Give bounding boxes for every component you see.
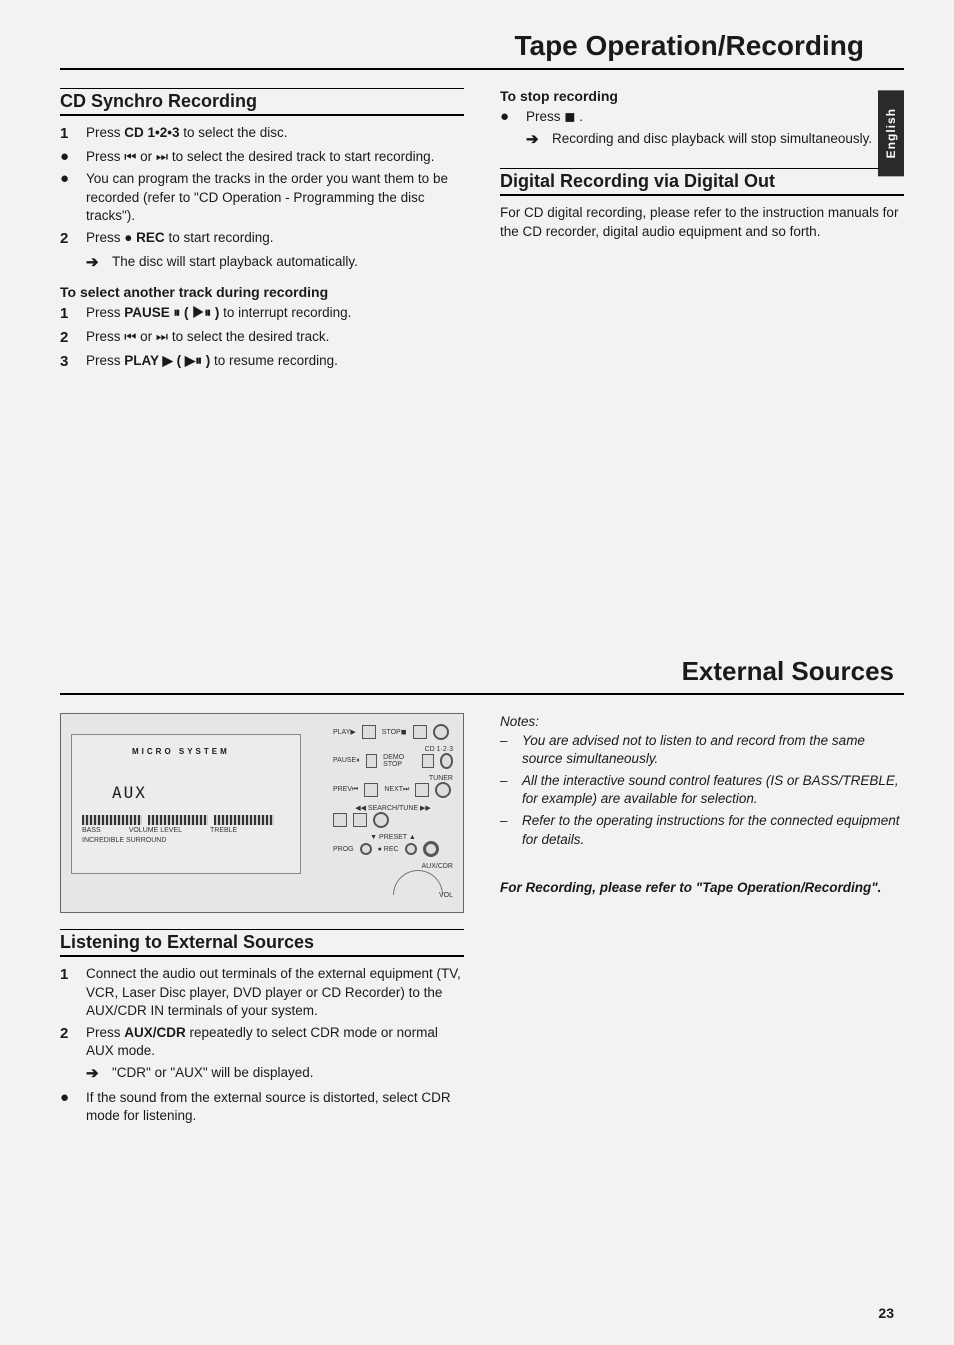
note-item: –All the interactive sound control featu… (500, 772, 904, 808)
step-3b: 3 Press PLAY ▶ ( ▶⏸ ) to resume recordin… (60, 352, 464, 372)
diagram-micro-label: MICRO SYSTEM (132, 747, 230, 756)
bullet: ● You can program the tracks in the orde… (60, 170, 464, 225)
diagram-slider (148, 815, 208, 825)
step-num: 3 (60, 352, 76, 372)
diagram-display: AUX (112, 783, 147, 802)
diagram-slider (214, 815, 274, 825)
result-arrow: ➔ "CDR" or "AUX" will be displayed. (60, 1064, 464, 1084)
step-num: 1 (60, 965, 76, 985)
subhead-select-track: To select another track during recording (60, 284, 464, 300)
bullet-icon: ● (60, 1089, 76, 1107)
step-1c: 1 Connect the audio out terminals of the… (60, 965, 464, 1020)
bullet-icon: ● (60, 148, 76, 166)
page-title-2: External Sources (60, 656, 904, 687)
device-diagram: MICRO SYSTEM AUX BASS VOLUME LEVEL TREBL… (60, 713, 464, 913)
step-2: 2 Press ● REC to start recording. (60, 229, 464, 249)
step-num: 1 (60, 124, 76, 144)
step-2c: 2 Press AUX/CDR repeatedly to select CDR… (60, 1024, 464, 1060)
step-num: 2 (60, 328, 76, 348)
bullet-icon: ● (60, 170, 76, 188)
step-num: 2 (60, 1024, 76, 1044)
paragraph: For CD digital recording, please refer t… (500, 204, 904, 240)
step-2b: 2 Press ⏮ or ⏭ to select the desired tra… (60, 328, 464, 348)
arrow-icon: ➔ (86, 1064, 102, 1084)
step-1b: 1 Press PAUSE ⏸ ( ▶⏸ ) to interrupt reco… (60, 304, 464, 324)
language-tab: English (878, 90, 904, 176)
arrow-icon: ➔ (86, 253, 102, 273)
bullet: ● Press ◼ . (500, 108, 904, 126)
note-item: –Refer to the operating instructions for… (500, 812, 904, 848)
rule-1 (60, 68, 904, 70)
page-number: 23 (878, 1305, 894, 1321)
notes-label: Notes: (500, 713, 904, 731)
step-num: 1 (60, 304, 76, 324)
heading-listening-external: Listening to External Sources (60, 929, 464, 957)
diagram-slider (82, 815, 142, 825)
bullet: ● Press ⏮ or ⏭ to select the desired tra… (60, 148, 464, 166)
step-num: 2 (60, 229, 76, 249)
result-arrow: ➔ Recording and disc playback will stop … (500, 130, 904, 150)
subhead-stop-recording: To stop recording (500, 88, 904, 104)
heading-digital-recording: Digital Recording via Digital Out (500, 168, 904, 196)
step-1: 1 Press CD 1•2•3 to select the disc. (60, 124, 464, 144)
result-arrow: ➔ The disc will start playback automatic… (60, 253, 464, 273)
bullet-icon: ● (500, 108, 516, 126)
recording-reference: For Recording, please refer to "Tape Ope… (500, 879, 904, 897)
arrow-icon: ➔ (526, 130, 542, 150)
note-item: –You are advised not to listen to and re… (500, 732, 904, 768)
heading-cd-synchro: CD Synchro Recording (60, 88, 464, 116)
page-title-1: Tape Operation/Recording (60, 30, 904, 62)
rule-2 (60, 693, 904, 695)
bullet: ● If the sound from the external source … (60, 1089, 464, 1125)
